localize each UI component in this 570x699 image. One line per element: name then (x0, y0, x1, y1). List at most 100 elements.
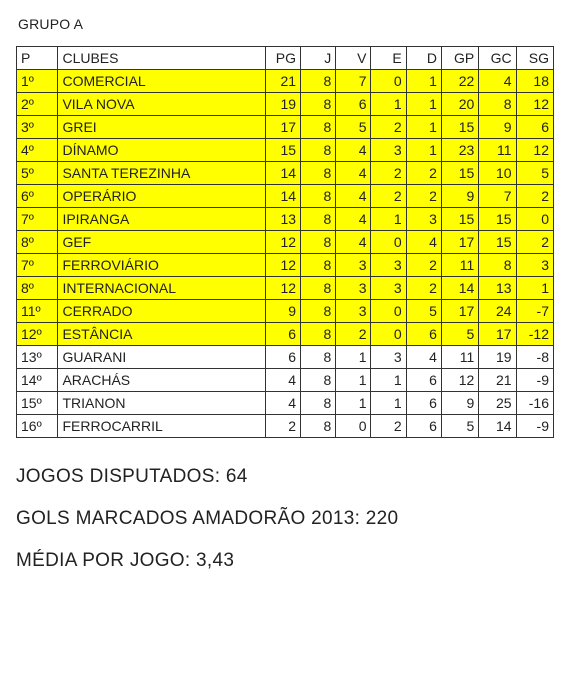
table-cell: 3 (371, 277, 406, 300)
table-cell: 12 (265, 231, 300, 254)
table-row: 16ºFERROCARRIL28026514-9 (17, 415, 554, 438)
table-cell: 4 (479, 70, 516, 93)
table-cell: 0 (336, 415, 371, 438)
table-cell: 15 (265, 139, 300, 162)
table-cell: 15 (479, 231, 516, 254)
table-cell: 3 (336, 254, 371, 277)
table-cell: 6 (406, 415, 441, 438)
table-cell: 2 (406, 185, 441, 208)
table-cell: 21 (479, 369, 516, 392)
table-cell: IPIRANGA (58, 208, 265, 231)
table-cell: 8 (301, 116, 336, 139)
table-cell: 1 (371, 369, 406, 392)
table-cell: 8 (301, 323, 336, 346)
table-cell: 1 (406, 70, 441, 93)
table-cell: 3 (336, 277, 371, 300)
table-row: 11ºCERRADO983051724-7 (17, 300, 554, 323)
table-cell: 6 (406, 369, 441, 392)
table-cell: 1 (371, 392, 406, 415)
table-row: 13ºGUARANI681341119-8 (17, 346, 554, 369)
table-cell: 7 (479, 185, 516, 208)
standings-table: P CLUBES PG J V E D GP GC SG 1ºCOMERCIAL… (16, 46, 554, 438)
table-cell: 1 (336, 392, 371, 415)
table-cell: GREI (58, 116, 265, 139)
table-cell: 8 (301, 346, 336, 369)
table-row: 4ºDÍNAMO158431231112 (17, 139, 554, 162)
table-cell: 1 (371, 93, 406, 116)
table-cell: 2 (265, 415, 300, 438)
table-cell: 9 (441, 392, 478, 415)
table-cell: 7 (336, 70, 371, 93)
table-cell: 0 (371, 300, 406, 323)
table-cell: 15º (17, 392, 58, 415)
table-cell: 2 (406, 277, 441, 300)
table-cell: 11 (479, 139, 516, 162)
table-cell: 8 (301, 231, 336, 254)
table-cell: 8 (301, 162, 336, 185)
table-cell: DÍNAMO (58, 139, 265, 162)
table-cell: 9 (441, 185, 478, 208)
table-cell: 12 (516, 139, 553, 162)
table-cell: 4 (406, 231, 441, 254)
table-cell: 6 (516, 116, 553, 139)
table-cell: 8 (301, 415, 336, 438)
table-cell: 4 (336, 185, 371, 208)
table-cell: -12 (516, 323, 553, 346)
col-header-p: P (17, 47, 58, 70)
table-cell: 12 (516, 93, 553, 116)
table-cell: 4 (265, 392, 300, 415)
table-cell: 8 (301, 277, 336, 300)
table-cell: 8 (301, 185, 336, 208)
table-row: 7ºFERROVIÁRIO1283321183 (17, 254, 554, 277)
stats-goals: GOLS MARCADOS AMADORÃO 2013: 220 (16, 508, 554, 530)
table-cell: 3 (516, 254, 553, 277)
table-cell: FERROCARRIL (58, 415, 265, 438)
table-cell: 21 (265, 70, 300, 93)
table-row: 3ºGREI1785211596 (17, 116, 554, 139)
table-row: 1ºCOMERCIAL21870122418 (17, 70, 554, 93)
table-cell: 8 (301, 369, 336, 392)
table-cell: 11º (17, 300, 58, 323)
stats-games: JOGOS DISPUTADOS: 64 (16, 466, 554, 488)
table-cell: INTERNACIONAL (58, 277, 265, 300)
table-cell: ESTÂNCIA (58, 323, 265, 346)
table-row: 12ºESTÂNCIA68206517-12 (17, 323, 554, 346)
table-cell: 6 (406, 392, 441, 415)
table-cell: 11 (441, 254, 478, 277)
table-cell: 4 (336, 162, 371, 185)
table-cell: 4 (336, 231, 371, 254)
group-title: GRUPO A (18, 16, 554, 32)
table-cell: 8 (301, 139, 336, 162)
table-cell: -16 (516, 392, 553, 415)
table-cell: 1 (406, 116, 441, 139)
table-cell: -7 (516, 300, 553, 323)
table-cell: 2 (406, 254, 441, 277)
table-cell: 4º (17, 139, 58, 162)
table-cell: 15 (441, 162, 478, 185)
table-cell: 0 (371, 70, 406, 93)
table-cell: 0 (371, 323, 406, 346)
table-cell: 3 (371, 346, 406, 369)
table-cell: 0 (516, 208, 553, 231)
table-cell: 8º (17, 277, 58, 300)
stats-block: JOGOS DISPUTADOS: 64 GOLS MARCADOS AMADO… (16, 466, 554, 572)
table-cell: 4 (406, 346, 441, 369)
table-cell: 9 (479, 116, 516, 139)
table-cell: 0 (371, 231, 406, 254)
table-cell: 8 (301, 70, 336, 93)
table-cell: 15 (441, 208, 478, 231)
table-cell: 1 (406, 139, 441, 162)
table-cell: 20 (441, 93, 478, 116)
table-cell: 3 (371, 139, 406, 162)
table-cell: 8 (301, 300, 336, 323)
table-cell: 17 (479, 323, 516, 346)
table-cell: 1 (336, 369, 371, 392)
table-cell: 3 (371, 254, 406, 277)
table-cell: 17 (265, 116, 300, 139)
table-cell: 14 (265, 185, 300, 208)
table-cell: 5º (17, 162, 58, 185)
table-cell: 19 (479, 346, 516, 369)
table-cell: 3 (406, 208, 441, 231)
table-cell: 16º (17, 415, 58, 438)
table-cell: 1 (371, 208, 406, 231)
